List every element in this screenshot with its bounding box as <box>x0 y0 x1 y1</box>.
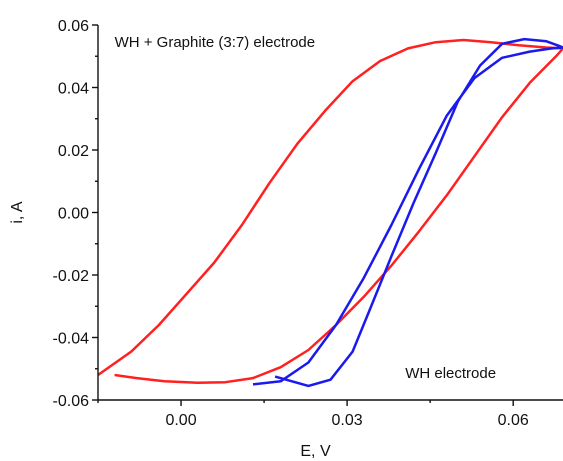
y-tick-label: 0.04 <box>58 81 89 98</box>
annotations: WH + Graphite (3:7) electrode WH electro… <box>115 34 496 382</box>
series-line-blue <box>252 37 563 388</box>
x-tick-label: 0.00 <box>165 412 196 429</box>
annotation-wh-electrode: WH electrode <box>405 365 496 382</box>
y-axis-title: i, A <box>9 201 26 224</box>
y-tick-label: -0.06 <box>53 393 90 410</box>
y-tick-label: 0.00 <box>58 206 89 223</box>
series-line-red <box>97 38 563 385</box>
annotation-composite-electrode: WH + Graphite (3:7) electrode <box>115 34 316 51</box>
x-axis-title: E, V <box>300 443 331 460</box>
y-tick-label: 0.06 <box>58 18 89 35</box>
y-tick-label: 0.02 <box>58 143 89 160</box>
plot-area <box>97 37 563 388</box>
axes: -0.06 -0.04 -0.02 0.00 0.02 0.04 0.06 0.00 0.03 0… <box>53 18 563 429</box>
x-tick-label: 0.03 <box>332 412 363 429</box>
x-tick-label: 0.06 <box>498 412 529 429</box>
y-tick-label: -0.04 <box>53 331 90 348</box>
y-tick-label: -0.02 <box>53 268 90 285</box>
